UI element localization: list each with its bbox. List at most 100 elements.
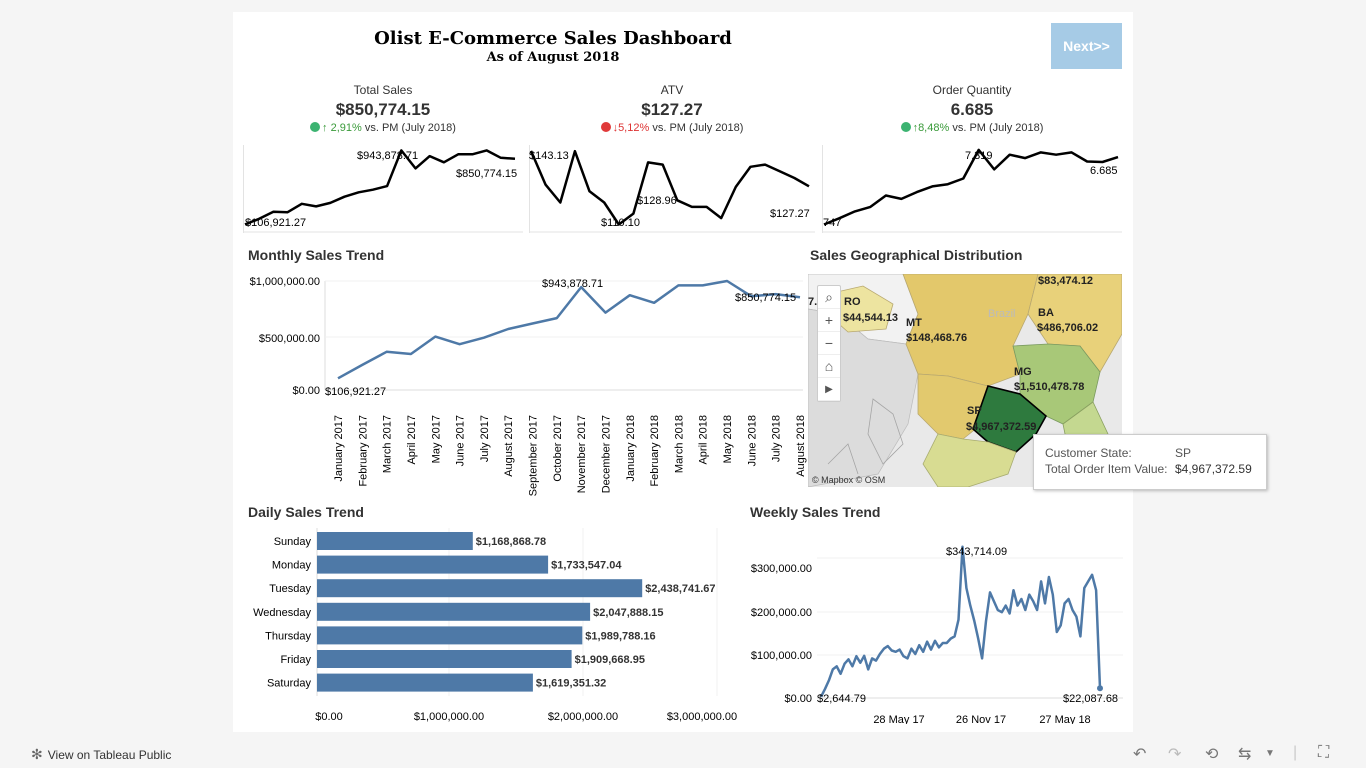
sales-map[interactable]: ⌕ + − ⌂ ▶ 7. RO $44,544.13 MT $148,468.7… — [808, 274, 1122, 487]
kpi-compare-text: vs. PM (July 2018) — [652, 122, 744, 134]
map-controls: ⌕ + − ⌂ ▶ — [817, 285, 841, 402]
data-label-first: $106,921.27 — [325, 386, 386, 398]
map-state-label: RO — [844, 296, 861, 308]
data-label-peak: $343,714.09 — [946, 546, 1007, 558]
bar-value-label: $1,909,668.95 — [575, 654, 645, 666]
sparkline-first-label: $143.13 — [529, 150, 569, 162]
x-tick-label: $2,000,000.00 — [548, 711, 618, 723]
redo-icon[interactable]: ↷ — [1168, 746, 1182, 763]
arrow-up-icon: ↑ — [912, 122, 919, 134]
kpi-label: ATV — [660, 83, 684, 97]
map-value-label: $148,468.76 — [906, 332, 968, 344]
x-tick-label: $3,000,000.00 — [667, 711, 737, 723]
kpi-value: 6.685 — [950, 100, 994, 119]
x-tick-label: July 2017 — [479, 415, 491, 462]
category-label: Friday — [280, 654, 311, 666]
toolbar-divider: | — [1293, 744, 1298, 761]
kpi-change: 5,12% — [618, 122, 650, 134]
next-button[interactable]: Next>> — [1051, 23, 1122, 69]
x-tick-label: March 2018 — [673, 415, 685, 473]
map-state-label: MT — [906, 317, 922, 329]
daily-trend-chart[interactable]: Sunday $1,168,868.78 Monday $1,733,547.04 Tu… — [233, 524, 753, 724]
sparkline-atv[interactable]: $143.13 $110.10 $128.96 $127.27 — [529, 145, 815, 233]
sparkline-last-label: 6.685 — [1090, 165, 1118, 177]
play-icon[interactable]: ▶ — [818, 378, 840, 401]
fullscreen-icon[interactable]: ⛶ — [1318, 744, 1330, 761]
map-attribution[interactable]: © Mapbox © OSM — [812, 475, 886, 485]
share-icon[interactable]: ⇆ — [1238, 746, 1252, 763]
arrow-up-icon: ↑ — [322, 122, 328, 134]
tableau-logo-icon: ✻ — [31, 746, 43, 762]
x-tick-label: 26 Nov 17 — [956, 714, 1006, 724]
sparkline-line — [244, 149, 516, 226]
x-tick-label: $0.00 — [315, 711, 343, 723]
bar — [317, 532, 473, 550]
weekly-trend-chart[interactable]: $300,000.00 $200,000.00 $100,000.00 $0.0… — [743, 524, 1128, 724]
arrow-down-icon: ↓ — [612, 122, 619, 134]
last-point-marker — [1097, 685, 1103, 692]
bar — [317, 602, 591, 621]
map-state-label: MG — [1014, 366, 1032, 378]
monthly-trend-chart[interactable]: $1,000,000.00 $500,000.00 $0.00 January … — [233, 267, 808, 497]
page-title: Olist E-Commerce Sales Dashboard — [374, 28, 732, 49]
kpi-total-sales: Total Sales $850,774.15 ↑ 2,91% vs. PM (… — [243, 83, 523, 134]
revert-icon[interactable]: ⟲ — [1205, 746, 1219, 763]
status-dot-icon — [310, 122, 321, 132]
kpi-label: Total Sales — [353, 83, 413, 97]
x-tick-label: November 2017 — [576, 415, 588, 493]
x-tick-label: April 2018 — [698, 415, 710, 465]
kpi-label: Order Quantity — [932, 83, 1012, 97]
weekly-trend-line — [819, 545, 1102, 698]
category-label: Wednesday — [253, 607, 311, 619]
sparkline-line — [823, 148, 1119, 226]
weekly-trend-title: Weekly Sales Trend — [750, 504, 881, 520]
y-tick-label: $100,000.00 — [751, 650, 812, 662]
x-tick-label: July 2018 — [771, 415, 783, 462]
sparkline-min-label: $110.10 — [601, 217, 640, 229]
bar-value-label: $1,989,788.16 — [585, 630, 655, 642]
map-search-icon[interactable]: ⌕ — [818, 286, 840, 309]
x-tick-label: March 2017 — [382, 415, 394, 473]
category-label: Sunday — [274, 536, 312, 548]
map-state-label: BA — [1038, 307, 1054, 319]
sparkline-first-label: 747 — [823, 217, 841, 229]
sparkline-order-quantity[interactable]: 747 7.319 6.685 — [822, 145, 1122, 233]
map-value-label: $1,510,478.78 — [1014, 381, 1085, 393]
x-tick-label: September 2017 — [528, 415, 540, 496]
kpi-compare-text: vs. PM (July 2018) — [952, 122, 1044, 134]
x-tick-label: May 2017 — [430, 415, 442, 463]
tooltip-value-label: Total Order Item Value: — [1045, 462, 1168, 476]
y-tick-label: $500,000.00 — [259, 333, 320, 345]
kpi-comparison: ↑8,48% vs. PM (July 2018) — [832, 122, 1112, 134]
category-label: Monday — [272, 560, 312, 572]
tooltip-state-label: Customer State: — [1045, 446, 1132, 460]
kpi-change: 8,48% — [918, 122, 950, 134]
x-tick-label: August 2018 — [795, 415, 807, 477]
status-dot-icon — [600, 122, 611, 132]
zoom-out-icon[interactable]: − — [818, 332, 840, 355]
map-tooltip: Customer State: SP Total Order Item Valu… — [1033, 434, 1267, 490]
x-tick-label: June 2018 — [746, 415, 758, 466]
home-icon[interactable]: ⌂ — [818, 355, 840, 378]
bar — [317, 626, 583, 645]
data-label-last: $850,774.15 — [735, 292, 796, 304]
bar — [317, 555, 549, 574]
undo-icon[interactable]: ↶ — [1133, 746, 1147, 763]
x-tick-label: August 2017 — [503, 415, 515, 477]
category-label: Saturday — [267, 678, 312, 690]
bar — [317, 650, 572, 668]
sparkline-total-sales[interactable]: $106,921.27 $943,878.71 $850,774.15 — [243, 145, 523, 233]
zoom-in-icon[interactable]: + — [818, 309, 840, 332]
category-label: Tuesday — [269, 583, 311, 595]
data-label-last: $22,087.68 — [1063, 693, 1118, 705]
kpi-order-quantity: Order Quantity 6.685 ↑8,48% vs. PM (July… — [832, 83, 1112, 134]
monthly-trend-line — [337, 279, 801, 380]
view-on-tableau-link[interactable]: ✻ View on Tableau Public — [31, 746, 171, 763]
bar-value-label: $2,047,888.15 — [593, 607, 663, 619]
kpi-comparison: ↑ 2,91% vs. PM (July 2018) — [243, 122, 523, 134]
tableau-link-label: View on Tableau Public — [47, 747, 172, 762]
chevron-down-icon[interactable]: ▼ — [1265, 748, 1275, 759]
x-tick-label: January 2017 — [333, 415, 345, 482]
dashboard-canvas: Olist E-Commerce Sales Dashboard As of A… — [233, 12, 1133, 732]
y-tick-label: $1,000,000.00 — [250, 276, 320, 288]
